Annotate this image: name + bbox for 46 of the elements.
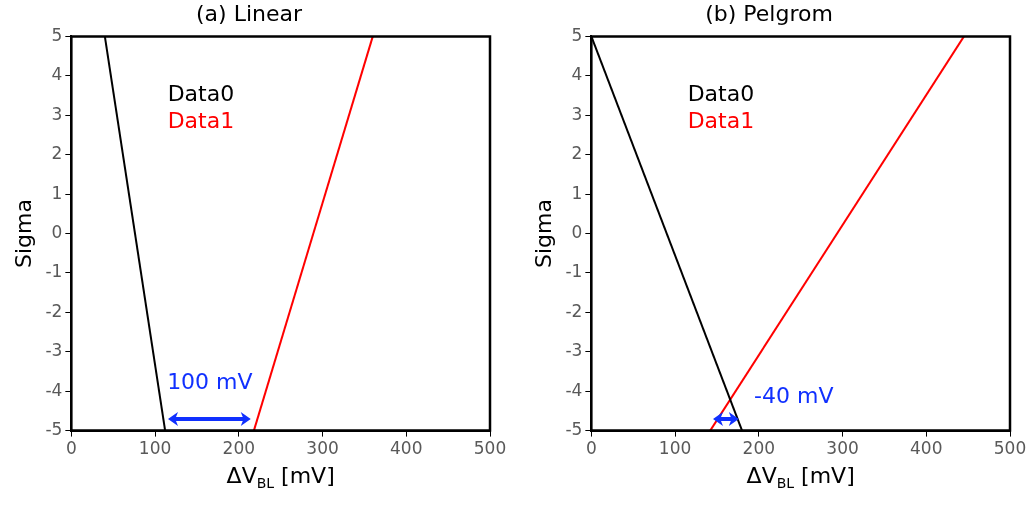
y-tick-label: -1: [565, 261, 583, 282]
y-tick-label: -4: [565, 379, 583, 400]
x-tick-label: 500: [473, 438, 507, 459]
text: Data1: [167, 108, 235, 134]
text: Data1: [687, 108, 755, 134]
x-tick-label: 400: [910, 438, 943, 459]
x-tick-label: 0: [585, 438, 597, 459]
x-tick-label: 200: [742, 438, 776, 459]
y-tick-label: 0: [571, 221, 583, 242]
y-tick-label: 5: [51, 24, 63, 45]
chart-title: (b) Pelgrom: [705, 0, 833, 26]
y-tick-label: -1: [45, 261, 63, 282]
y-tick-label: 5: [571, 24, 583, 45]
x-tick-label: 300: [306, 438, 339, 459]
y-axis-title: Sigma: [10, 199, 36, 268]
x-axis-title: ΔV$_{BL}$ [mV]: [746, 462, 855, 491]
annotation: -40 mV: [754, 382, 834, 408]
y-axis-title: Sigma: [530, 199, 556, 268]
y-tick-label: -2: [565, 300, 583, 321]
x-tick-label: 300: [826, 438, 859, 459]
y-tick-label: -3: [45, 340, 63, 361]
y-tick-label: -2: [45, 300, 63, 321]
x-tick-label: 0: [65, 438, 77, 459]
x-tick-label: 100: [138, 438, 172, 459]
x-tick-label: 200: [222, 438, 256, 459]
y-tick-label: 1: [51, 182, 63, 203]
y-tick-label: 3: [571, 103, 583, 124]
x-tick-label: 400: [390, 438, 423, 459]
y-tick-label: -3: [565, 340, 583, 361]
y-tick-label: -5: [45, 419, 63, 440]
y-tick-label: 4: [51, 64, 63, 85]
text: Data0: [687, 81, 755, 107]
y-tick-label: -5: [565, 419, 583, 440]
y-tick-label: -4: [45, 379, 63, 400]
chart-title: (a) Linear: [195, 0, 303, 26]
annotation: 100 mV: [167, 368, 253, 394]
y-tick-label: 2: [51, 143, 63, 164]
y-tick-label: 0: [51, 221, 63, 242]
y-tick-label: 4: [571, 64, 583, 85]
x-tick-label: 500: [993, 438, 1027, 459]
y-tick-label: 3: [51, 103, 63, 124]
x-tick-label: 100: [658, 438, 692, 459]
x-axis-title: ΔV$_{BL}$ [mV]: [226, 462, 335, 491]
y-tick-label: 1: [571, 182, 583, 203]
text: Data0: [167, 81, 235, 107]
y-tick-label: 2: [571, 143, 583, 164]
